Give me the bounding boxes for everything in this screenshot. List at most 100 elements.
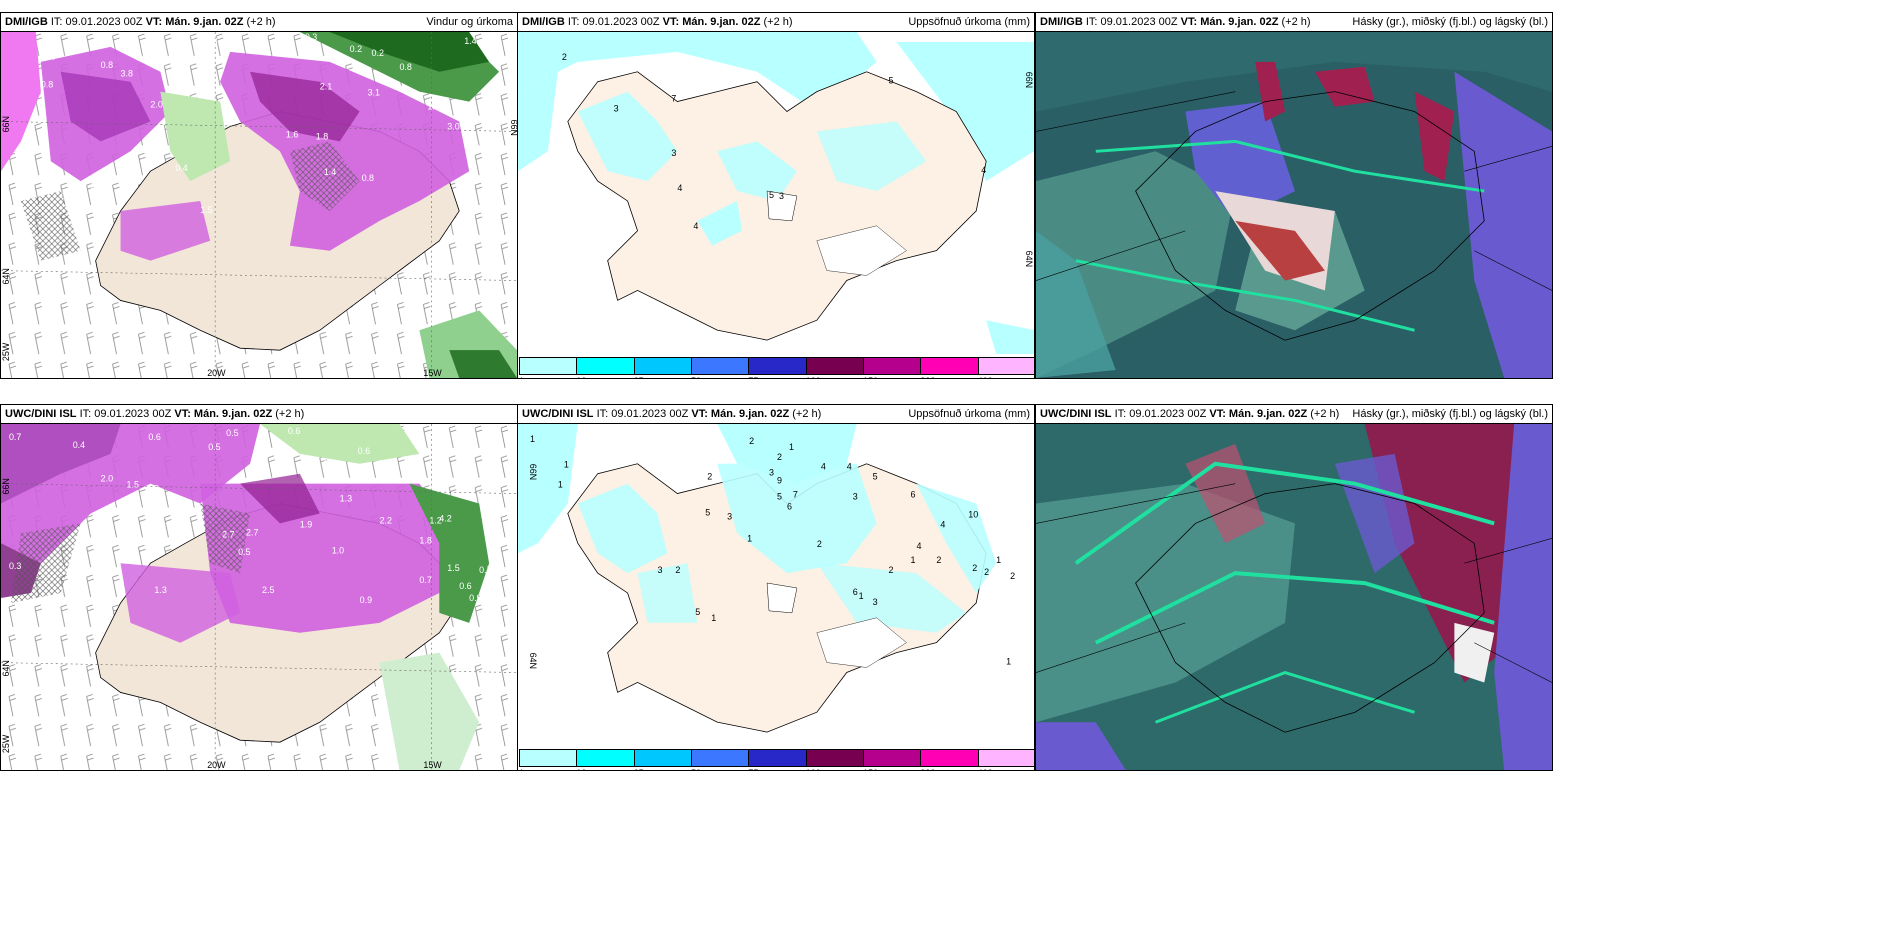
map-value-label: 0.5 [238,547,250,557]
valid-time: VT: Mán. 9.jan. 02Z [174,408,273,420]
map-value-label: 1.4 [324,167,336,177]
panel-title: Uppsöfnuð úrkoma (mm) [908,408,1030,420]
map-area: 20W 15W 25W 66N 64N 0.7 0.4 0.5 0.6 0.6 0.7 0.… [1,424,517,770]
map-value-label: 0.7 [479,565,491,575]
map-area [1036,32,1552,378]
colorbar: 1 10 25 50 75 100 150 200 400 [519,357,1034,378]
map-value-label: 3 [727,511,732,521]
map-value-label: 3.1 [368,88,380,98]
map-value-label: 5 [769,190,774,200]
colorbar-tick-label: 100 [806,768,821,770]
issue-time: IT: 09.01.2023 00Z [567,16,660,28]
colorbar-swatch [920,357,979,375]
map-value-label: 2.7 [222,529,234,539]
issue-time: IT: 09.01.2023 00Z [596,408,689,420]
map-value-label: 0.3 [305,32,317,42]
map-value-label: 2.1 [320,82,332,92]
lead-time: (+2 h) [792,408,822,420]
map-value-label: 2.5 [262,585,274,595]
map-value-label: 0.8 [362,173,374,183]
map-value-label: 5 [889,76,894,86]
map-value-label: 2 [749,436,754,446]
valid-time: VT: Mán. 9.jan. 02Z [691,408,790,420]
map-value-label: 6 [787,501,792,511]
map-value-label: 2.0 [150,100,162,110]
map-value-label: 0.6 [148,432,160,442]
colorbar-tick-label: 150 [863,376,878,378]
map-value-label: 4 [677,183,682,193]
colorbar-swatch [863,357,922,375]
map-value-label: 1.5 [447,563,459,573]
panel-header: DMI/IGB IT: 09.01.2023 00Z VT: Mán. 9.ja… [1,13,517,32]
map-value-label: 1.6 [286,129,298,139]
valid-time: VT: Mán. 9.jan. 02Z [1180,16,1279,28]
panel-header: DMI/IGB IT: 09.01.2023 00Z VT: Mán. 9.ja… [1036,13,1552,32]
map-value-label: 0.7 [314,458,326,468]
map-value-label: 1.8 [419,535,431,545]
colorbar-swatch [691,357,750,375]
precip-value-labels: 0.3 0.4 0.8 0.8 3.8 2.0 0.3 0.2 0.2 1.4 0.8 3.1 2.1 1… [41,32,477,324]
map-value-label: 1 [711,613,716,623]
valid-time: VT: Mán. 9.jan. 02Z [662,16,761,28]
panel-header: UWC/DINI ISL IT: 09.01.2023 00Z VT: Mán.… [1036,405,1552,424]
colorbar-tick-label: 10 [576,768,586,770]
colorbar-swatch [633,357,692,375]
valid-time: VT: Mán. 9.jan. 02Z [145,16,244,28]
map-value-label: 2 [1010,571,1015,581]
panel-header: DMI/IGB IT: 09.01.2023 00Z VT: Mán. 9.ja… [518,13,1034,32]
map-value-label: 3 [657,565,662,575]
map-value-label: 0.9 [360,595,372,605]
map-value-label: 3.3 [146,484,158,494]
map-value-label: 1.5 [127,480,139,490]
map-value-label: 0.5 [226,428,238,438]
colorbar-tick-label: 100 [806,376,821,378]
map-value-label: 0.5 [208,442,220,452]
colorbar-tick-label: 50 [691,376,701,378]
map-value-label: 1 [996,555,1001,565]
map-value-label: 0.5 [419,314,431,324]
map-area [1036,424,1552,770]
map-value-label: 4.2 [439,513,451,523]
colorbar-swatch [805,749,864,767]
panel-title: Uppsöfnuð úrkoma (mm) [908,16,1030,28]
map-value-label: 0.4 [175,163,187,173]
map-value-label: 2 [562,52,567,62]
colorbar-tick-label: 1 [519,376,524,378]
colorbar-tick-label: 200 [920,376,935,378]
colorbar-tick-label: 10 [576,376,586,378]
map-value-label: 2.2 [380,515,392,525]
precip-value-labels: 0.7 0.4 0.5 0.6 0.6 0.7 0.6 0.9 0.5 2.0 1.5 3.3 4.2 2… [9,426,492,605]
map-value-label: 2 [936,555,941,565]
map-value-label: 1 [789,442,794,452]
map-value-label: 0.9 [469,593,481,603]
map-value-label: 0.6 [358,446,370,456]
map-value-label: 3 [671,148,676,158]
map-value-label: 7 [793,490,798,500]
panel-wind-precip-uwc: UWC/DINI ISL IT: 09.01.2023 00Z VT: Mán.… [0,404,518,771]
lon-label-25w: 25W [1,734,11,753]
map-value-label: 0.3 [9,561,21,571]
colorbar-tick-label: 1 [519,768,524,770]
map-value-label: 2 [984,567,989,577]
map-value-label: 0.3 [205,36,217,46]
map-value-label: 5 [873,472,878,482]
lead-time: (+2 h) [1281,16,1311,28]
lat-label-66n: 66N [1,116,11,132]
colorbar-tick-label: 75 [748,376,758,378]
map-value-label: 4 [981,165,986,175]
map-value-label: 1 [859,591,864,601]
colorbar-swatch [633,749,692,767]
map-value-label: 2 [707,472,712,482]
panel-title: Hásky (gr.), miðský (fj.bl.) og lágský (… [1352,408,1548,420]
colorbar-tick-label: 150 [863,768,878,770]
map-value-label: 0.6 [288,426,300,436]
colorbar-tick-label: 25 [634,376,644,378]
map-value-label: 4 [916,541,921,551]
model-source: DMI/IGB [522,16,565,28]
map-value-label: 1.2 [427,102,439,112]
map-value-label: 2.0 [101,474,113,484]
map-value-label: 1.5 [200,205,212,215]
